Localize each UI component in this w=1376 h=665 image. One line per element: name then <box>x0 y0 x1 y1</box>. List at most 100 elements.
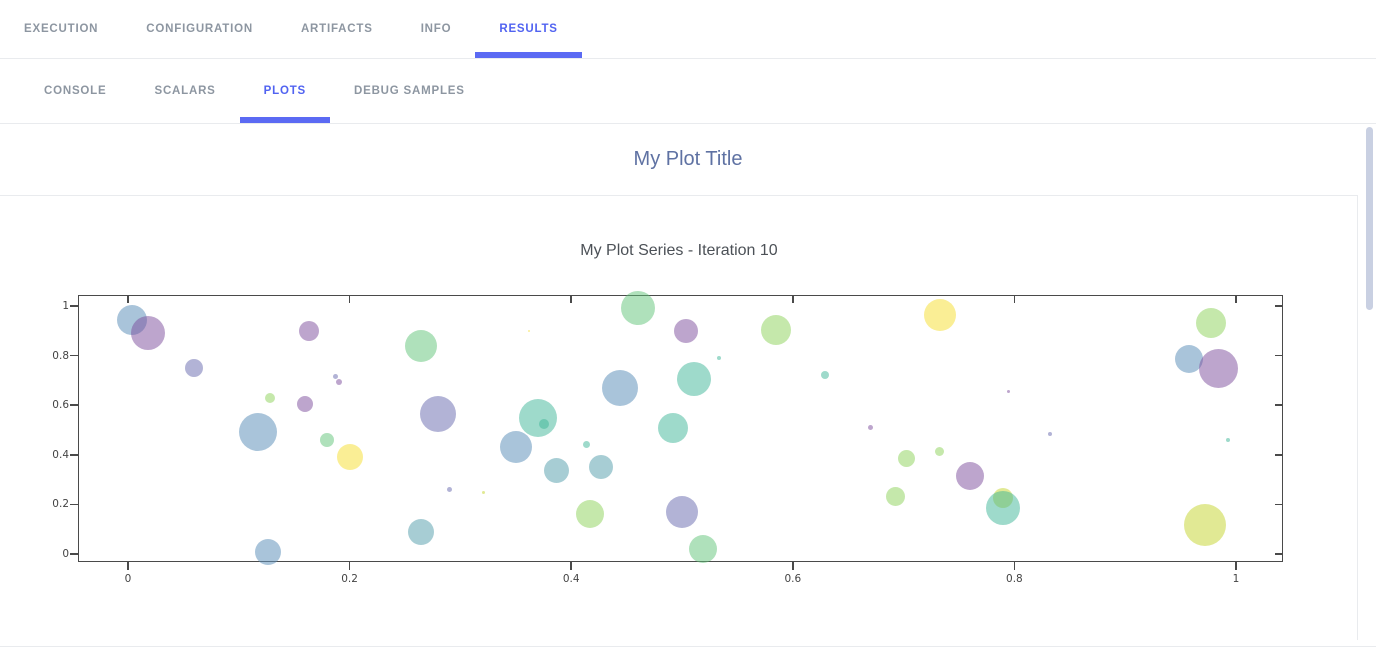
data-point-bubble <box>527 329 531 333</box>
data-point-bubble <box>956 461 985 490</box>
x-axis-top-tick <box>348 296 351 303</box>
y-tick-label: 0.8 <box>52 349 69 362</box>
subtab-plots[interactable]: PLOTS <box>239 59 330 123</box>
data-point-bubble <box>1226 437 1231 442</box>
x-axis-tick <box>570 561 572 570</box>
y-axis-tick <box>70 553 78 555</box>
data-point-bubble <box>335 378 342 385</box>
y-axis-tick <box>70 404 78 406</box>
bottom-divider <box>0 646 1376 647</box>
data-point-bubble <box>499 431 532 464</box>
data-point-bubble <box>404 329 437 362</box>
tab-artifacts[interactable]: ARTIFACTS <box>277 0 397 58</box>
data-point-bubble <box>298 320 319 341</box>
data-point-bubble <box>538 418 549 429</box>
vertical-scrollbar-thumb[interactable] <box>1366 127 1373 310</box>
subtab-console[interactable]: CONSOLE <box>20 59 130 123</box>
y-tick-label: 0.2 <box>52 498 69 511</box>
data-point-bubble <box>264 392 275 403</box>
y-tick-label: 0.4 <box>52 448 69 461</box>
data-point-bubble <box>576 500 605 529</box>
x-axis-tick <box>1235 561 1237 570</box>
data-point-bubble <box>867 424 874 431</box>
x-tick-label: 0.4 <box>562 573 580 585</box>
data-point-bubble <box>677 362 712 397</box>
data-point-bubble <box>1198 348 1238 388</box>
tab-label: ARTIFACTS <box>300 23 373 35</box>
x-axis-top-tick <box>570 296 572 303</box>
y-axis-tick <box>70 305 78 307</box>
tab-configuration[interactable]: CONFIGURATION <box>122 0 277 58</box>
tab-label: PLOTS <box>263 85 306 97</box>
data-point-bubble <box>898 450 916 468</box>
x-axis-tick <box>127 561 129 570</box>
data-point-bubble <box>482 490 486 494</box>
x-tick-label: 0.6 <box>784 573 802 585</box>
tab-label: EXECUTION <box>24 23 99 35</box>
plot-card-divider <box>0 195 1358 196</box>
data-point-bubble <box>130 316 165 351</box>
data-point-bubble <box>716 356 721 361</box>
subtab-debug-samples[interactable]: DEBUG SAMPLES <box>330 59 489 123</box>
y-axis-tick <box>70 503 78 506</box>
tab-label: CONFIGURATION <box>146 23 253 35</box>
plot-title: My Plot Title <box>633 148 743 170</box>
data-point-bubble <box>986 491 1021 526</box>
plot-card-right-border <box>1357 195 1358 640</box>
y-axis-tick <box>70 454 78 456</box>
x-tick-label: 0.2 <box>341 573 358 585</box>
x-axis-top-tick <box>127 296 129 303</box>
data-point-bubble <box>544 458 570 484</box>
data-point-bubble <box>601 369 638 406</box>
data-point-bubble <box>518 398 557 437</box>
data-point-bubble <box>666 495 698 528</box>
x-axis-top-tick <box>1013 296 1016 303</box>
data-point-bubble <box>407 518 434 545</box>
tab-label: RESULTS <box>499 23 558 35</box>
data-point-bubble <box>1047 431 1052 436</box>
data-point-bubble <box>924 298 957 331</box>
results-section-tabs: EXECUTION CONFIGURATION ARTIFACTS INFO RESUL… <box>0 0 582 58</box>
data-point-bubble <box>761 314 792 345</box>
active-tab-underline <box>239 117 330 123</box>
x-tick-label: 0 <box>124 573 132 585</box>
data-point-bubble <box>658 412 689 443</box>
results-subtabs: CONSOLE SCALARS PLOTS DEBUG SAMPLES <box>20 59 489 123</box>
data-point-bubble <box>420 395 457 432</box>
x-axis-tick <box>792 561 794 570</box>
bubble-chart[interactable]: 0 0.2 0.4 0.6 0.8 1 0 0.2 0.4 0.6 0.8 1 <box>52 291 1283 585</box>
x-tick-label: 1 <box>1232 573 1240 585</box>
data-point-bubble <box>620 291 655 326</box>
data-point-bubble <box>332 374 338 380</box>
data-point-bubble <box>320 432 335 447</box>
data-point-bubble <box>238 413 277 452</box>
x-axis-top-tick <box>792 296 794 303</box>
y-axis-right-tick <box>1275 553 1282 555</box>
x-tick-label: 0.8 <box>1006 573 1023 585</box>
y-axis-right-tick <box>1275 354 1282 357</box>
tab-execution[interactable]: EXECUTION <box>0 0 122 58</box>
y-tick-label: 0.6 <box>52 399 69 412</box>
data-point-bubble <box>583 441 591 449</box>
y-axis-right-tick <box>1275 305 1282 307</box>
data-point-bubble <box>1195 308 1226 339</box>
y-tick-label: 0 <box>62 548 69 560</box>
x-axis-tick <box>348 561 351 570</box>
data-point-bubble <box>185 359 204 377</box>
plot-card-header: My Plot Title <box>0 124 1376 195</box>
tab-label: SCALARS <box>154 85 216 97</box>
data-point-bubble <box>254 538 281 565</box>
data-point-bubble <box>297 395 314 412</box>
tab-label: INFO <box>420 23 452 35</box>
data-point-bubble <box>674 318 699 343</box>
data-point-bubble <box>1183 504 1226 547</box>
data-point-bubble <box>1007 390 1011 394</box>
data-point-bubble <box>446 487 452 493</box>
active-tab-underline <box>475 52 582 58</box>
y-tick-label: 1 <box>62 300 69 312</box>
chart-title: My Plot Series - Iteration 10 <box>580 242 778 259</box>
subtab-scalars[interactable]: SCALARS <box>130 59 239 123</box>
tab-info[interactable]: INFO <box>397 0 476 58</box>
y-axis-right-tick <box>1275 404 1282 406</box>
tab-results[interactable]: RESULTS <box>475 0 582 58</box>
